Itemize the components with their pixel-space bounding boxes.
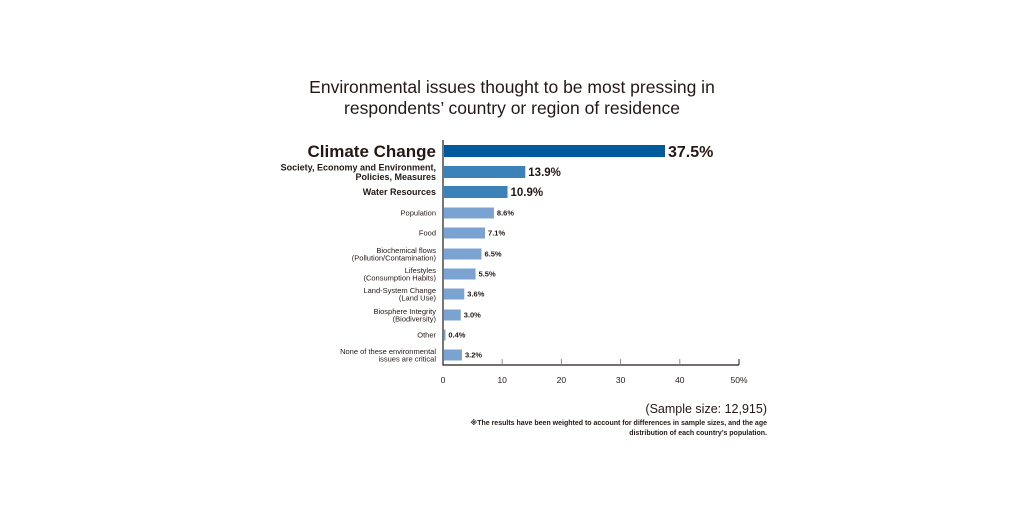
category-label-5-line-0: Biochemical flows xyxy=(376,246,436,255)
bar-4 xyxy=(444,227,486,239)
value-label-1: 13.9% xyxy=(528,167,561,179)
value-label-3: 8.6% xyxy=(497,209,514,218)
bar-9 xyxy=(444,329,446,341)
sample-size: (Sample size: 12,915) xyxy=(645,402,767,416)
weighting-note-line-1: ※The results have been weighted to accou… xyxy=(470,420,767,427)
bar-6 xyxy=(444,268,476,280)
bar-8 xyxy=(444,309,461,321)
chart-title-line-1: Environmental issues thought to be most … xyxy=(309,77,715,97)
category-label-10-line-1: issues are critical xyxy=(378,355,436,364)
category-label-0: Climate Change xyxy=(308,142,436,161)
value-label-10: 3.2% xyxy=(465,351,482,360)
category-label-3: Population xyxy=(401,209,436,218)
bar-3 xyxy=(444,207,494,219)
x-tick-label-40: 40 xyxy=(675,375,685,385)
category-label-8-line-0: Biosphere Integrity xyxy=(373,307,436,316)
weighting-note: ※The results have been weighted to accou… xyxy=(407,419,767,439)
category-label-9: Other xyxy=(417,331,436,340)
value-label-4: 7.1% xyxy=(488,229,505,238)
chart-title-line-2: respondents’ country or region of reside… xyxy=(344,98,680,118)
category-label-4: Food xyxy=(419,229,436,238)
value-label-2: 10.9% xyxy=(511,187,544,199)
bar-7 xyxy=(444,288,465,300)
category-label-7-line-0: Land-System Change xyxy=(363,286,436,295)
x-tick-label-10: 10 xyxy=(497,375,507,385)
x-tick-label-20: 20 xyxy=(557,375,567,385)
value-label-7: 3.6% xyxy=(467,290,484,299)
category-label-1-line-0: Society, Economy and Environment, xyxy=(281,163,436,173)
category-label-10-line-0: None of these environmental xyxy=(340,347,436,356)
x-tick-label-50: 50% xyxy=(730,375,747,385)
bar-5 xyxy=(444,248,482,260)
x-tick-label-0: 0 xyxy=(441,375,446,385)
value-label-9: 0.4% xyxy=(448,331,465,340)
bar-10 xyxy=(444,349,462,361)
bar-2 xyxy=(444,186,508,198)
weighting-note-line-2: distribution of each country’s populatio… xyxy=(629,430,767,437)
value-label-5: 6.5% xyxy=(484,250,501,259)
bar-1 xyxy=(444,166,526,178)
value-label-0: 37.5% xyxy=(668,144,713,161)
category-label-7-line-1: (Land Use) xyxy=(399,294,437,303)
bar-0 xyxy=(444,145,665,157)
value-label-8: 3.0% xyxy=(464,311,481,320)
category-label-6-line-1: (Consumption Habits) xyxy=(363,274,436,283)
category-label-1-line-1: Policies, Measures xyxy=(355,172,436,182)
value-label-6: 5.5% xyxy=(479,270,496,279)
x-tick-label-30: 30 xyxy=(616,375,626,385)
category-label-5-line-1: (Pollution/Contamination) xyxy=(352,254,437,263)
category-label-2: Water Resources xyxy=(363,187,436,197)
chart-title: Environmental issues thought to be most … xyxy=(250,77,774,119)
category-label-6-line-0: Lifestyles xyxy=(405,266,437,275)
category-label-8-line-1: (Biodiversity) xyxy=(393,315,437,324)
